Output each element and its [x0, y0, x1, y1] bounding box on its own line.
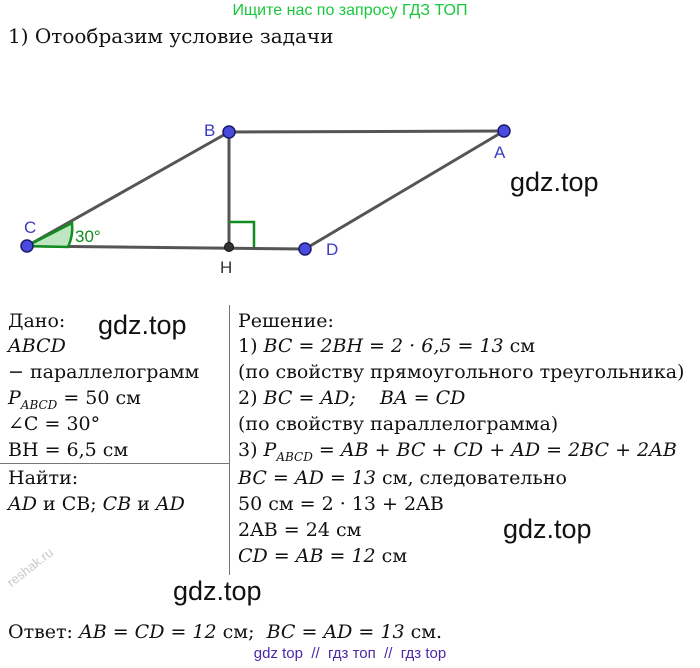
- solution-line-9: CD = AB = 12 см: [238, 545, 408, 567]
- given-abcd: ABCD: [8, 335, 66, 357]
- column-divider: [229, 305, 230, 575]
- point-d: [298, 242, 312, 256]
- given-bh: BH = 6,5 см: [8, 439, 129, 461]
- label-b: B: [204, 121, 215, 140]
- side-cb: [26, 130, 230, 248]
- label-c: C: [24, 218, 36, 237]
- footer-links: gdz top // гдз топ // гдз top: [253, 645, 447, 662]
- solution-line-7: 50 см = 2 · 13 + 2AB: [238, 493, 444, 515]
- watermark: gdz.top: [173, 576, 262, 606]
- parallelogram-figure: 30° B A C D H: [20, 121, 511, 277]
- right-angle-mark: [229, 220, 256, 247]
- label-d: D: [326, 240, 338, 259]
- point-a: [497, 124, 511, 138]
- find-items: AD и CB; CB и AD: [8, 493, 185, 515]
- watermark: gdz.top: [503, 514, 592, 544]
- label-a: A: [494, 143, 506, 162]
- watermark: gdz.top: [98, 310, 187, 340]
- find-title: Найти:: [8, 467, 79, 489]
- reshak-watermark: reshak.ru: [4, 544, 56, 590]
- angle-mark: [26, 221, 74, 249]
- search-banner: Ищите нас по запросу ГДЗ ТОП: [232, 2, 468, 19]
- point-h: [224, 242, 234, 252]
- solution-line-5: 3) PABCD = AB + BC + CD + AD = 2BC + 2AB: [238, 439, 677, 464]
- point-c: [20, 239, 34, 253]
- solution-line-2: (по свойству прямоугольного треугольника…: [238, 361, 685, 383]
- solution-title: Решение:: [238, 310, 334, 332]
- solution-line-4: (по свойству параллелограмма): [238, 413, 559, 435]
- angle-label: 30°: [75, 227, 101, 246]
- watermark: gdz.top: [510, 167, 599, 197]
- side-ad: [304, 129, 505, 251]
- side-ba: [228, 129, 505, 134]
- solution-line-8: 2AB = 24 см: [238, 519, 362, 541]
- point-b: [222, 125, 236, 139]
- given-divider: [0, 463, 229, 464]
- given-title: Дано:: [8, 310, 66, 332]
- solution-line-3: 2) BC = AD; BA = CD: [238, 387, 466, 409]
- solution-line-6: BC = AD = 13 см, следовательно: [238, 467, 567, 489]
- answer-line: Ответ: AB = CD = 12 см; BC = AD = 13 см.: [8, 621, 443, 643]
- solution-line-1: 1) BC = 2BH = 2 · 6,5 = 13 см: [238, 335, 536, 357]
- given-parallelogram: − параллелограмм: [8, 361, 200, 383]
- side-cd: [26, 244, 306, 251]
- given-angle-c: ∠C = 30°: [8, 413, 101, 435]
- label-h: H: [220, 258, 232, 277]
- given-perimeter: PABCD = 50 см: [8, 387, 141, 412]
- step-title: 1) Отообразим условие задачи: [8, 24, 334, 48]
